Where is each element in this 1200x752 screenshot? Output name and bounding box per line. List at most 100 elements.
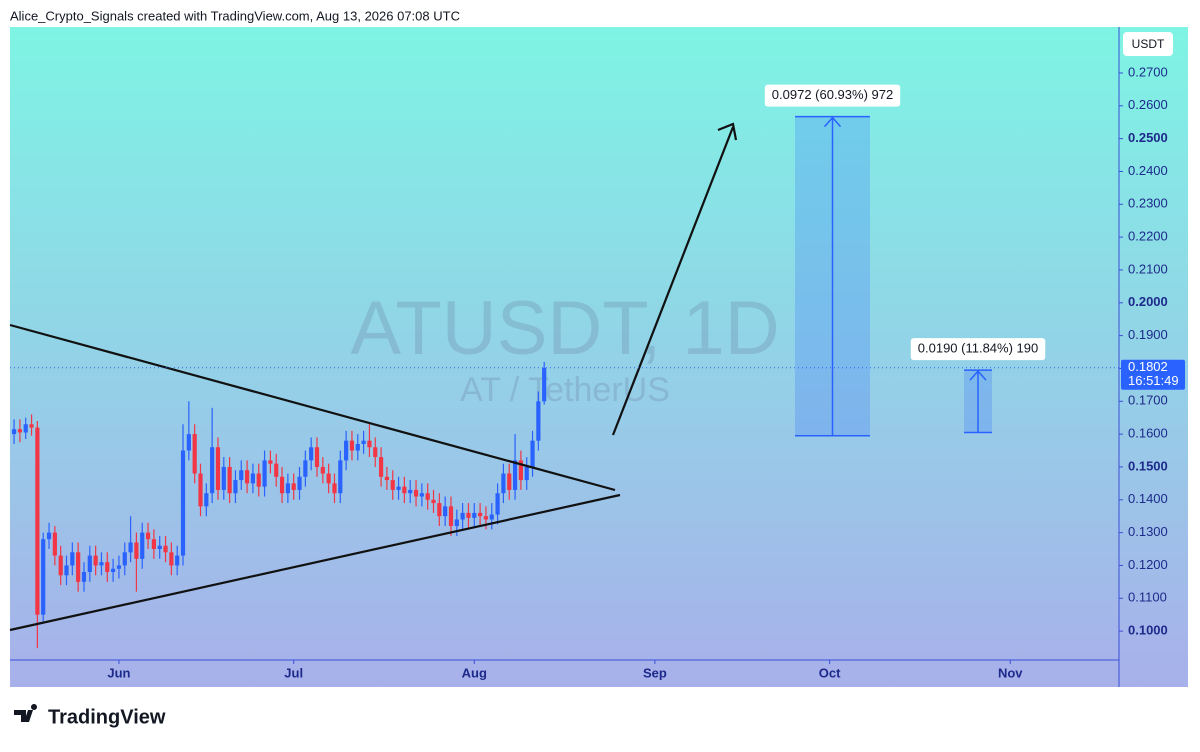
countdown-label: 16:51:49	[1128, 373, 1179, 388]
candle-body	[192, 434, 197, 474]
measure-arrow-head	[823, 116, 842, 128]
y-tick-label: 0.1300	[1128, 524, 1168, 539]
candle-body	[262, 460, 267, 487]
candle-body	[390, 480, 395, 490]
candle-body	[419, 493, 424, 497]
y-tick-label: 0.1000	[1128, 623, 1168, 638]
candle-body	[361, 440, 366, 444]
candle-body	[17, 429, 23, 433]
candle-body	[297, 476, 302, 490]
candle-body	[29, 424, 34, 428]
candle-body	[11, 429, 17, 435]
measure-label: 0.0190 (11.84%) 190	[918, 341, 1038, 356]
candle-body	[274, 463, 279, 477]
y-tick-label: 0.1600	[1128, 426, 1168, 441]
y-tick-label: 0.1400	[1128, 491, 1168, 506]
candle-body	[111, 568, 116, 573]
candle-body	[93, 555, 98, 566]
candle-body	[157, 545, 162, 550]
y-tick-label: 0.1500	[1128, 458, 1168, 473]
candle-body	[512, 460, 518, 490]
y-tick-label: 0.1100	[1128, 590, 1167, 605]
candle-body	[378, 457, 384, 477]
candle-body	[460, 512, 465, 520]
candle-body	[437, 503, 442, 517]
candle-body	[495, 493, 500, 515]
candle-body	[536, 401, 541, 441]
candle-body	[443, 506, 448, 517]
candle-body	[483, 516, 489, 520]
currency-badge	[1123, 32, 1173, 56]
candle-body	[134, 542, 139, 559]
candle-body	[332, 483, 337, 494]
y-tick-label: 0.2200	[1128, 229, 1168, 244]
y-tick-label: 0.2300	[1128, 196, 1168, 211]
candle-body	[180, 450, 186, 556]
candle-body	[285, 483, 290, 494]
candle-body	[268, 460, 273, 464]
currency-label: USDT	[1132, 37, 1165, 51]
candle-body	[58, 555, 63, 576]
candle-body	[70, 552, 75, 566]
candle-body	[320, 466, 325, 474]
candle-body	[221, 466, 226, 490]
candle-body	[326, 473, 331, 484]
y-tick-label: 0.1700	[1128, 393, 1168, 408]
candle-body	[175, 555, 180, 566]
candle-body	[518, 460, 523, 481]
candle-body	[396, 486, 401, 490]
x-tick-label: Aug	[462, 665, 487, 680]
candle-body	[227, 466, 232, 494]
candle-body	[151, 539, 156, 550]
candle-body	[81, 572, 87, 582]
candle-body	[542, 367, 547, 402]
candle-body	[489, 514, 494, 520]
candle-body	[355, 443, 360, 451]
candle-body	[454, 519, 459, 527]
measure-label: 0.0972 (60.93%) 972	[772, 87, 893, 102]
candle-body	[373, 447, 378, 458]
y-tick-label: 0.2500	[1128, 130, 1168, 145]
candle-body	[478, 512, 483, 517]
y-tick-label: 0.1900	[1128, 327, 1168, 342]
candle-body	[169, 552, 174, 566]
brand-icon	[14, 704, 38, 722]
candle-body	[64, 565, 69, 576]
candle-body	[163, 545, 168, 553]
candle-body	[35, 427, 40, 615]
brand-name: TradingView	[48, 706, 166, 728]
candle-body	[198, 473, 203, 507]
y-tick-label: 0.2000	[1128, 294, 1168, 309]
watermark-title: ATUSDT, 1D	[350, 286, 779, 371]
candle-body	[105, 562, 110, 573]
candle-body	[87, 555, 92, 573]
candle-body	[204, 493, 209, 507]
candle-body	[472, 512, 477, 518]
candle-body	[256, 473, 261, 487]
candle-body	[291, 483, 296, 490]
candle-body	[76, 552, 81, 582]
candle-body	[338, 460, 343, 494]
y-tick-label: 0.2600	[1128, 97, 1168, 112]
measure-arrow-head	[969, 369, 987, 381]
projection-arrow	[611, 126, 735, 436]
candle-body	[128, 542, 133, 553]
candle-body	[349, 440, 355, 451]
candle-body	[425, 493, 430, 500]
candle-body	[233, 480, 238, 494]
x-tick-label: Jul	[284, 665, 303, 680]
candle-body	[448, 506, 454, 527]
candle-body	[99, 562, 104, 566]
y-tick-label: 0.2700	[1128, 64, 1168, 79]
candle-body	[145, 532, 151, 540]
brand-logo	[14, 704, 38, 722]
x-tick-label: Sep	[643, 665, 667, 680]
candle-body	[52, 532, 57, 556]
candle-body	[186, 434, 191, 451]
y-tick-label: 0.1200	[1128, 557, 1168, 572]
candle-body	[466, 512, 471, 518]
attribution: Alice_Crypto_Signals created with Tradin…	[10, 8, 460, 23]
candle-body	[23, 424, 28, 433]
candle-body	[116, 565, 122, 569]
